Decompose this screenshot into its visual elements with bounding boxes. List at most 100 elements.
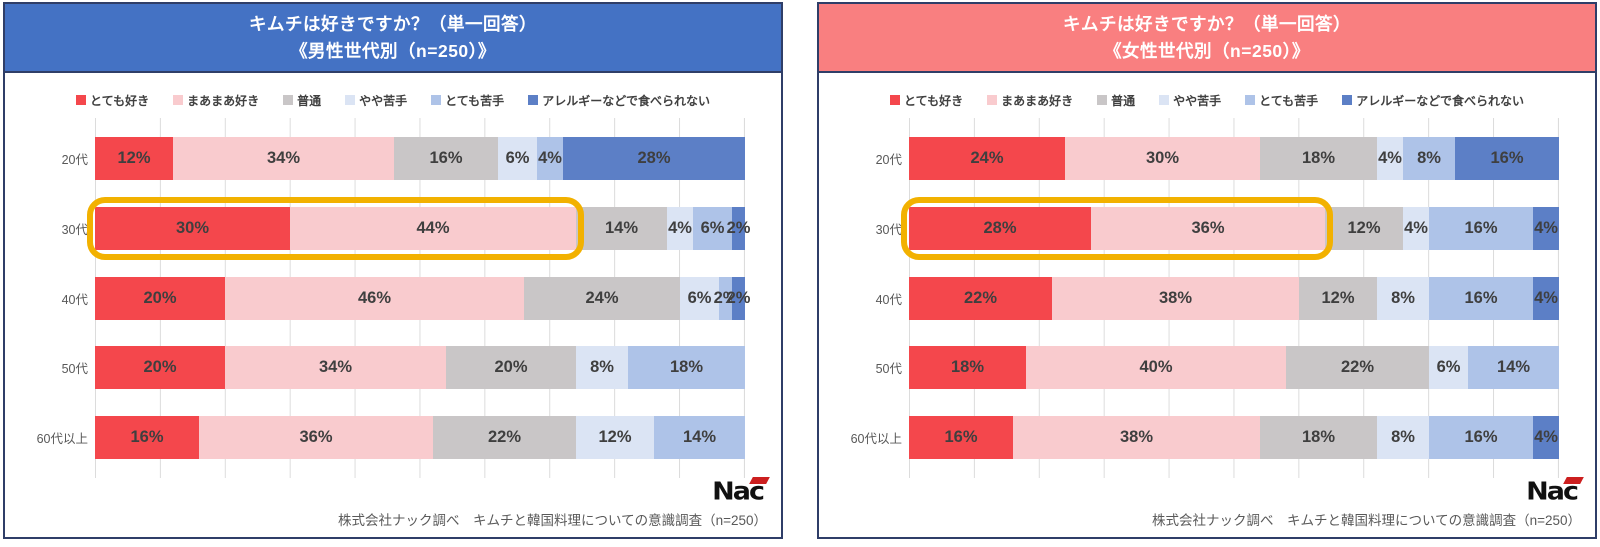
bar-segment: 8% (576, 346, 628, 390)
bar-segment-value: 16% (1464, 288, 1498, 307)
bar-segment-value: 20% (494, 358, 528, 377)
bar-segment-value: 6% (505, 149, 530, 168)
legend-item: とても好き (890, 92, 963, 109)
bar-segment-value: 4% (1404, 218, 1428, 237)
bar-segment-value: 44% (416, 218, 450, 237)
stacked-bar: 20% 46% 24% 6% 2% 2% (95, 276, 750, 320)
legend-label: とても好き (904, 93, 964, 108)
bar-segment-value: 14% (1496, 358, 1531, 377)
stacked-bar: 28% 36% 12% 4% 16% 4% (901, 196, 1559, 260)
stacked-bar: 20% 34% 20% 8% 18% (95, 346, 745, 390)
bar-segment: 20% (95, 346, 225, 390)
legend-swatch-icon (1159, 95, 1170, 106)
axis-label: 30代 (61, 222, 88, 237)
bar-segment: 4% (1403, 206, 1429, 250)
bar-segment: 38% (1052, 276, 1299, 320)
logo-red-accent-icon (749, 477, 770, 484)
chart-row: 30代 28% 36% 12% 4% 16% 4% (823, 194, 1559, 264)
chart-rows: 20代 24% 30% 18% 4% 8% 16% 30代 28% 36% 12% 4% 16% 4% 40… (823, 118, 1559, 478)
bar-segment-value: 14% (604, 218, 639, 237)
bar-segment-value: 16% (130, 427, 164, 446)
bar-segment-value: 4% (668, 218, 692, 237)
chart-male: 20代 12% 34% 16% 6% 4% 28% 30代 30% 44% 14% 4% 6% 2% 40代… (5, 118, 781, 478)
legend-label: まあまあ好き (1001, 93, 1074, 108)
bar-segment-value: 38% (1119, 427, 1154, 446)
panel-header-male: キムチは好きですか？（単一回答） 《男性世代別（n=250）》 (5, 4, 781, 74)
legend-swatch-icon (283, 95, 294, 106)
bar-segment-value: 16% (944, 427, 978, 446)
nac-logo: Nac (712, 477, 770, 505)
nac-logo: Nac (1526, 477, 1584, 505)
bar-segment-value: 4% (1534, 218, 1558, 237)
bar-segment: 40% (1026, 346, 1286, 390)
bar-segment: 12% (576, 415, 654, 459)
source-note: 株式会社ナック調べ キムチと韓国料理についての意識調査（n=250） (337, 513, 767, 528)
bar-segment: 16% (1429, 276, 1533, 320)
panel-male: キムチは好きですか？（単一回答） 《男性世代別（n=250）》 とても好き まあま… (3, 2, 783, 539)
bar-segment-value: 36% (1191, 218, 1225, 237)
chart-row: 40代 20% 46% 24% 6% 2% 2% (9, 263, 750, 333)
panel-title-line2: 《女性世代別（n=250）》 (1104, 40, 1310, 61)
chart-row: 30代 30% 44% 14% 4% 6% 2% (9, 194, 750, 264)
bar-segment: 16% (1429, 206, 1533, 250)
bar-segment-value: 2% (726, 288, 751, 307)
bar-segment: 16% (394, 137, 498, 181)
legend-label: 普通 (1111, 93, 1136, 108)
axis-label: 50代 (875, 362, 902, 377)
bar-segment-value: 46% (357, 288, 392, 307)
panel-female: キムチは好きですか？（単一回答） 《女性世代別（n=250）》 とても好き まあま… (817, 2, 1597, 539)
bar-segment-value: 22% (963, 288, 998, 307)
legend-swatch-icon (528, 95, 539, 106)
panel-footer: Nac 株式会社ナック調べ キムチと韓国料理についての意識調査（n=250） (5, 477, 781, 537)
bar-segment: 24% (909, 137, 1065, 181)
bar-segment-value: 2% (713, 288, 738, 307)
legend-swatch-icon (173, 95, 184, 106)
legend-swatch-icon (987, 95, 998, 106)
bar-segment: 18% (1260, 137, 1377, 181)
panel-title-line1: キムチは好きですか？（単一回答） (249, 13, 537, 34)
axis-label: 40代 (875, 292, 902, 307)
legend-swatch-icon (345, 95, 356, 106)
axis-label: 20代 (61, 153, 88, 168)
chart-female: 20代 24% 30% 18% 4% 8% 16% 30代 28% 36% 12% 4% 16% 4% 40… (819, 118, 1595, 478)
legend-label: アレルギーなどで食べられない (542, 93, 710, 108)
stacked-bar: 12% 34% 16% 6% 4% 28% (95, 137, 745, 181)
bar-segment-value: 12% (117, 149, 151, 168)
bar-segment-value: 2% (726, 218, 751, 237)
bar-segment-value: 30% (1145, 149, 1180, 168)
axis-label: 40代 (61, 292, 88, 307)
legend-label: とても苦手 (445, 93, 505, 108)
bar-segment: 14% (654, 415, 745, 459)
chart-rows: 20代 12% 34% 16% 6% 4% 28% 30代 30% 44% 14% 4% 6% 2% 40代… (9, 118, 750, 478)
bar-segment-value: 24% (585, 288, 619, 307)
bar-segment: 28% (909, 206, 1091, 250)
bar-segment-value: 6% (700, 218, 725, 237)
chart-row: 40代 22% 38% 12% 8% 16% 4% (823, 263, 1559, 333)
bar-segment-value: 22% (487, 427, 522, 446)
bar-segment: 44% (290, 206, 576, 250)
bar-segment-value: 16% (1490, 149, 1524, 168)
bar-segment: 2% (714, 276, 737, 320)
axis-label: 20代 (875, 153, 902, 168)
axis-label: 60代以上 (850, 431, 902, 446)
chart-row: 50代 18% 40% 22% 6% 14% (823, 333, 1559, 403)
bar-segment: 20% (446, 346, 576, 390)
bar-segment-value: 28% (983, 218, 1017, 237)
bar-segment-value: 12% (1347, 218, 1381, 237)
bar-segment-value: 38% (1158, 288, 1193, 307)
bar-segment: 12% (95, 137, 173, 181)
bar-segment-value: 18% (669, 358, 704, 377)
bar-segment: 8% (1377, 276, 1429, 320)
logo-red-accent-icon (1563, 477, 1584, 484)
bar-segment-value: 8% (1391, 288, 1415, 307)
stacked-bar: 16% 38% 18% 8% 16% 4% (909, 415, 1559, 459)
chart-row: 20代 24% 30% 18% 4% 8% 16% (823, 124, 1559, 194)
bar-segment-value: 16% (1464, 218, 1498, 237)
panel-footer: Nac 株式会社ナック調べ キムチと韓国料理についての意識調査（n=250） (819, 477, 1595, 537)
bar-segment-value: 34% (318, 358, 353, 377)
bar-segment: 28% (563, 137, 745, 181)
stacked-bar: 22% 38% 12% 8% 16% 4% (909, 276, 1559, 320)
bar-segment-value: 16% (1464, 427, 1498, 446)
bar-segment: 34% (173, 137, 394, 181)
